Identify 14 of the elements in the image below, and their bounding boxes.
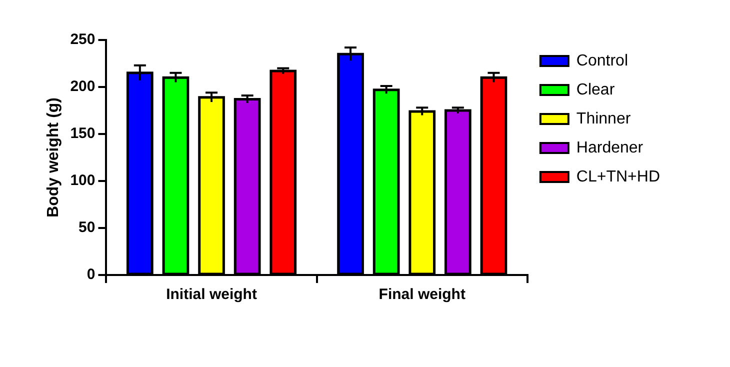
legend-label: Clear [576, 81, 616, 98]
y-tick-label: 200 [70, 78, 96, 96]
y-tick-label: 50 [78, 219, 96, 236]
y-tick-label: 100 [70, 172, 96, 190]
y-axis-title: Body weight (g) [45, 98, 62, 218]
y-tick-label: 150 [70, 125, 96, 142]
legend-label: CL+TN+HD [576, 168, 660, 186]
y-tick-label: 0 [86, 266, 96, 284]
legend-label: Thinner [576, 110, 632, 128]
legend-label: Control [576, 52, 628, 70]
x-tick-label: Initial weight [166, 286, 257, 304]
legend-label: Hardener [576, 139, 644, 156]
x-tick-label: Final weight [378, 286, 466, 304]
y-tick-label: 250 [70, 31, 96, 48]
